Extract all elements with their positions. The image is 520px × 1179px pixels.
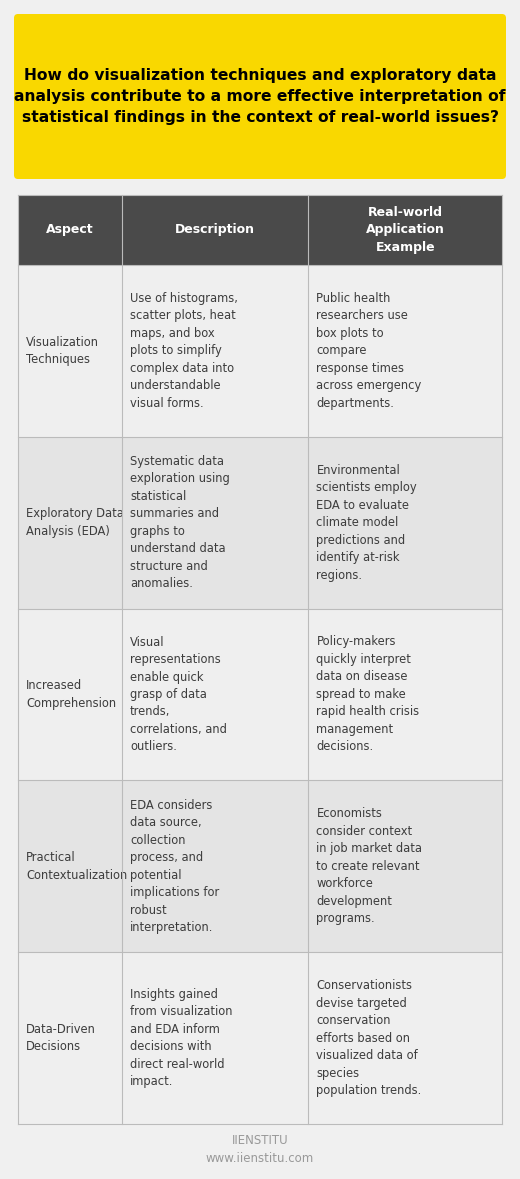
Text: Economists
consider context
in job market data
to create relevant
workforce
deve: Economists consider context in job marke… (316, 808, 422, 926)
Text: Insights gained
from visualization
and EDA inform
decisions with
direct real-wor: Insights gained from visualization and E… (130, 988, 232, 1088)
Bar (18, 608, 502, 780)
Text: Policy-makers
quickly interpret
data on disease
spread to make
rapid health cris: Policy-makers quickly interpret data on … (316, 635, 420, 753)
Bar (18, 780, 502, 953)
Bar (18, 265, 502, 436)
Text: Public health
researchers use
box plots to
compare
response times
across emergen: Public health researchers use box plots … (316, 292, 422, 410)
Text: Practical
Contextualization: Practical Contextualization (26, 851, 127, 882)
Text: Increased
Comprehension: Increased Comprehension (26, 679, 116, 710)
Text: How do visualization techniques and exploratory data
analysis contribute to a mo: How do visualization techniques and expl… (14, 68, 506, 125)
Text: Systematic data
exploration using
statistical
summaries and
graphs to
understand: Systematic data exploration using statis… (130, 455, 230, 591)
Text: Conservationists
devise targeted
conservation
efforts based on
visualized data o: Conservationists devise targeted conserv… (316, 979, 422, 1098)
Text: Visualization
Techniques: Visualization Techniques (26, 336, 99, 367)
Text: Description: Description (175, 224, 255, 237)
Text: Environmental
scientists employ
EDA to evaluate
climate model
predictions and
id: Environmental scientists employ EDA to e… (316, 463, 417, 581)
Bar (18, 953, 502, 1124)
Bar (18, 436, 502, 608)
Text: EDA considers
data source,
collection
process, and
potential
implications for
ro: EDA considers data source, collection pr… (130, 798, 219, 934)
Bar (18, 195, 502, 265)
Text: Aspect: Aspect (46, 224, 94, 237)
FancyBboxPatch shape (14, 14, 506, 179)
Text: Use of histograms,
scatter plots, heat
maps, and box
plots to simplify
complex d: Use of histograms, scatter plots, heat m… (130, 292, 238, 410)
Text: Visual
representations
enable quick
grasp of data
trends,
correlations, and
outl: Visual representations enable quick gras… (130, 635, 227, 753)
Text: Exploratory Data
Analysis (EDA): Exploratory Data Analysis (EDA) (26, 507, 124, 538)
Text: www.iienstitu.com: www.iienstitu.com (206, 1153, 314, 1166)
Text: Data-Driven
Decisions: Data-Driven Decisions (26, 1023, 96, 1053)
Text: IIENSTITU: IIENSTITU (232, 1134, 288, 1147)
Text: Real-world
Application
Example: Real-world Application Example (366, 206, 445, 253)
